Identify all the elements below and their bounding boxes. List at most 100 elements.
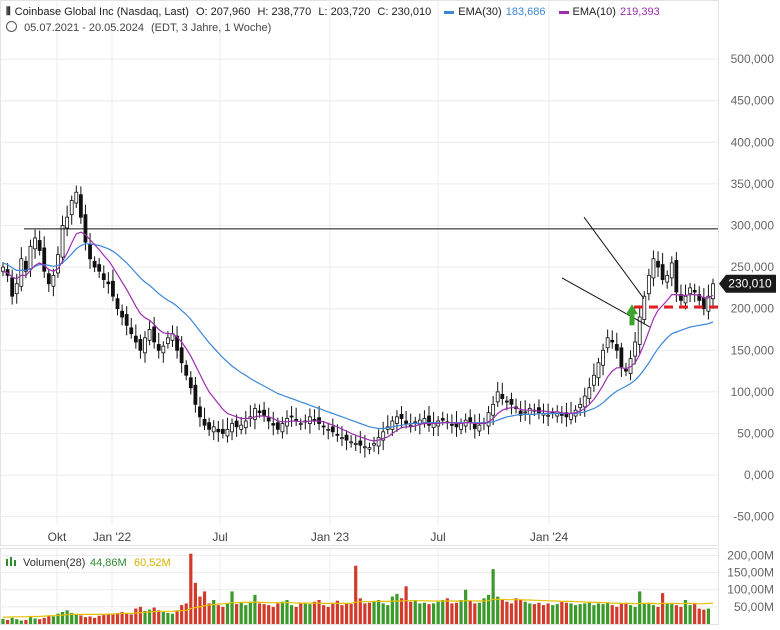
candle (500, 393, 505, 399)
volume-bar (390, 596, 394, 624)
candle (601, 349, 605, 366)
date-range: 05.07.2021 - 20.05.2024 (24, 22, 144, 34)
candle (129, 327, 134, 335)
volume-tick-label: 50,00M (734, 600, 774, 614)
ema10-legend-label: EMA(10) (572, 6, 616, 18)
candle (605, 337, 610, 349)
volume-bar (564, 602, 569, 624)
ema30-line (2, 243, 714, 430)
volume-bar (665, 603, 669, 624)
candle (24, 260, 28, 272)
candle (111, 280, 115, 297)
volume-bar (551, 605, 555, 624)
volume-bar (422, 602, 427, 624)
candle (51, 275, 56, 287)
arrow-shaft (629, 313, 635, 326)
candle (92, 260, 97, 268)
candle (642, 295, 647, 320)
up-arrow-icon (626, 304, 638, 315)
candle (1, 266, 5, 272)
volume-bar (679, 606, 683, 624)
volume-bar (496, 596, 500, 624)
last-price-label: 230,010 (728, 277, 772, 291)
candle (692, 289, 697, 293)
candle (330, 426, 335, 433)
candle (179, 347, 184, 364)
volume-tick-label: 150,00M (727, 566, 774, 580)
candle (381, 431, 386, 441)
volume-bar (202, 591, 207, 624)
close-value: C: 230,010 (377, 6, 432, 18)
candle (372, 443, 376, 446)
volume-bar (381, 603, 385, 624)
candle (624, 369, 628, 372)
volume-bar (606, 602, 610, 624)
x-tick-label: Jul (212, 530, 227, 544)
volume-bar (326, 606, 330, 624)
candle (706, 295, 711, 312)
candle (619, 347, 624, 368)
candle (42, 247, 47, 272)
volume-bar (482, 598, 486, 624)
low-value: L: 203,720 (318, 6, 371, 18)
volume-bar (317, 600, 321, 624)
volume-bar (331, 602, 335, 624)
volume-bar (299, 602, 303, 624)
volume-bar (500, 600, 504, 624)
volume-bar (445, 598, 449, 624)
candle (138, 339, 143, 351)
candle (74, 191, 79, 204)
volume-bar (161, 612, 165, 624)
volume-bar (372, 601, 376, 624)
candle (69, 200, 74, 216)
volume-bar (509, 603, 514, 624)
candle (133, 335, 138, 343)
candle (298, 423, 303, 425)
candle (56, 254, 60, 274)
volume-icon (14, 560, 16, 566)
volume-bar (74, 614, 78, 624)
y-tick-label: 0,000 (744, 468, 774, 482)
volume-bar (688, 605, 692, 624)
candle (697, 294, 702, 301)
candle (335, 433, 340, 436)
candle (262, 409, 266, 416)
volume-bar (239, 602, 243, 624)
candle (592, 374, 596, 386)
volume-bar (24, 619, 28, 624)
y-tick-label: 200,000 (731, 302, 775, 316)
wedge-upper-line (583, 216, 645, 300)
volume-bar (413, 600, 417, 624)
candle (358, 440, 363, 446)
volume-bar (661, 593, 665, 624)
volume-bar (628, 605, 633, 624)
y-tick-label: 50,000 (737, 426, 774, 440)
candle (120, 310, 124, 318)
volume-bar (157, 610, 161, 624)
volume-bar (354, 565, 358, 624)
volume-icon (6, 559, 8, 566)
candle (344, 434, 349, 441)
candle (578, 403, 583, 409)
candle (225, 428, 230, 437)
candle (28, 245, 33, 270)
volume-bar (619, 603, 623, 624)
volume-bar (170, 613, 175, 624)
volume-bar (706, 608, 711, 624)
candle (404, 420, 408, 424)
ema10-line (2, 231, 714, 442)
volume-bar (5, 619, 10, 624)
volume-bar (212, 600, 216, 624)
volume-legend-value: 44,86M (90, 557, 127, 569)
candle (161, 345, 166, 354)
volume-bar (464, 589, 468, 624)
candle (353, 443, 358, 445)
volume-bar (184, 603, 188, 624)
volume-bar (674, 605, 678, 624)
candle (280, 423, 285, 433)
volume-bar (42, 617, 46, 624)
open-value: O: 207,960 (195, 6, 251, 18)
volume-bar (546, 603, 550, 624)
volume-bar (83, 617, 88, 624)
candle (198, 406, 202, 418)
